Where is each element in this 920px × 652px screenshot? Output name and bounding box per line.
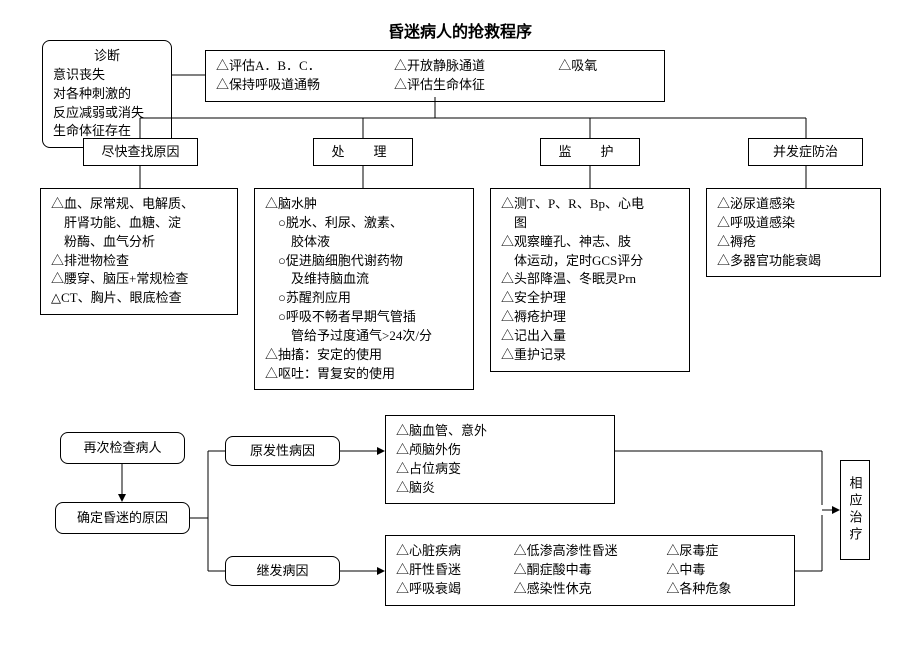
recheck-label: 再次检查病人 bbox=[83, 439, 161, 458]
abc-item-3: △保持呼吸道通畅 bbox=[216, 76, 394, 95]
d4-1: △呼吸道感染 bbox=[717, 214, 870, 233]
sl-3: △肝性昏迷 bbox=[396, 561, 514, 580]
node-detail1: △血、尿常规、电解质、 肝肾功能、血糖、淀 粉酶、血气分析 △排泄物检查 △腰穿… bbox=[40, 188, 238, 315]
diagnosis-line-0: 诊断 bbox=[53, 47, 161, 66]
d2-1: ○脱水、利尿、激素、 bbox=[265, 214, 463, 233]
abc-item-0: △评估A．B．C． bbox=[216, 57, 394, 76]
node-detail2: △脑水肿 ○脱水、利尿、激素、 胶体液 ○促进脑细胞代谢药物 及维持脑血流 ○苏… bbox=[254, 188, 474, 390]
sl-5: △中毒 bbox=[666, 561, 784, 580]
branch4-label: 并发症防治 bbox=[773, 143, 838, 162]
diagnosis-line-1: 意识丧失 bbox=[53, 66, 161, 85]
primary-label: 原发性病因 bbox=[250, 442, 315, 461]
node-branch2: 处 理 bbox=[313, 138, 413, 166]
d1-3: △排泄物检查 bbox=[51, 252, 227, 271]
d3-4: △头部降温、冬眠灵Prn bbox=[501, 270, 679, 289]
sl-0: △心脏疾病 bbox=[396, 542, 514, 561]
node-primary-list: △脑血管、意外 △颅脑外伤 △占位病变 △脑炎 bbox=[385, 415, 615, 504]
d3-0: △测T、P、R、Bp、心电 bbox=[501, 195, 679, 214]
d3-7: △记出入量 bbox=[501, 327, 679, 346]
sl-7: △感染性休克 bbox=[514, 580, 667, 599]
node-detail3: △测T、P、R、Bp、心电 图 △观察瞳孔、神志、肢 体运动，定时GCS评分 △… bbox=[490, 188, 690, 372]
sl-4: △酮症酸中毒 bbox=[514, 561, 667, 580]
d4-3: △多器官功能衰竭 bbox=[717, 252, 870, 271]
d3-2: △观察瞳孔、神志、肢 bbox=[501, 233, 679, 252]
treatment-label: 相应治疗 bbox=[846, 476, 865, 544]
sl-6: △呼吸衰竭 bbox=[396, 580, 514, 599]
node-recheck: 再次检查病人 bbox=[60, 432, 185, 464]
pl-3: △脑炎 bbox=[396, 479, 604, 498]
d3-5: △安全护理 bbox=[501, 289, 679, 308]
sl-8: △各种危象 bbox=[666, 580, 784, 599]
diagnosis-line-2: 对各种刺激的 bbox=[53, 85, 161, 104]
d3-8: △重护记录 bbox=[501, 346, 679, 365]
d2-9: △呕吐：胃复安的使用 bbox=[265, 365, 463, 384]
page-title: 昏迷病人的抢救程序 bbox=[0, 18, 920, 42]
determine-label: 确定昏迷的原因 bbox=[77, 509, 168, 528]
sl-2: △尿毒症 bbox=[666, 542, 784, 561]
d4-2: △褥疮 bbox=[717, 233, 870, 252]
d2-3: ○促进脑细胞代谢药物 bbox=[265, 252, 463, 271]
d3-6: △褥疮护理 bbox=[501, 308, 679, 327]
d1-5: △CT、胸片、眼底检查 bbox=[51, 289, 227, 308]
node-treatment: 相应治疗 bbox=[840, 460, 870, 560]
d2-7: 管给予过度通气>24次/分 bbox=[265, 327, 463, 346]
branch3-label: 监 护 bbox=[558, 143, 621, 162]
abc-item-1: △开放静脉通道 bbox=[394, 57, 558, 76]
abc-item-4: △评估生命体征 bbox=[394, 76, 558, 95]
d2-8: △抽搐：安定的使用 bbox=[265, 346, 463, 365]
pl-0: △脑血管、意外 bbox=[396, 422, 604, 441]
node-secondary: 继发病因 bbox=[225, 556, 340, 586]
d2-4: 及维持脑血流 bbox=[265, 270, 463, 289]
node-abc: △评估A．B．C． △开放静脉通道 △吸氧 △保持呼吸道通畅 △评估生命体征 bbox=[205, 50, 665, 102]
d3-3: 体运动，定时GCS评分 bbox=[501, 252, 679, 271]
d1-0: △血、尿常规、电解质、 bbox=[51, 195, 227, 214]
sl-1: △低渗高渗性昏迷 bbox=[514, 542, 667, 561]
node-branch4: 并发症防治 bbox=[748, 138, 863, 166]
d3-1: 图 bbox=[501, 214, 679, 233]
pl-2: △占位病变 bbox=[396, 460, 604, 479]
d4-0: △泌尿道感染 bbox=[717, 195, 870, 214]
node-secondary-list: △心脏疾病 △低渗高渗性昏迷 △尿毒症 △肝性昏迷 △酮症酸中毒 △中毒 △呼吸… bbox=[385, 535, 795, 606]
secondary-label: 继发病因 bbox=[256, 562, 308, 581]
d1-1: 肝肾功能、血糖、淀 bbox=[51, 214, 227, 233]
d1-2: 粉酶、血气分析 bbox=[51, 233, 227, 252]
node-detail4: △泌尿道感染 △呼吸道感染 △褥疮 △多器官功能衰竭 bbox=[706, 188, 881, 277]
node-branch3: 监 护 bbox=[540, 138, 640, 166]
diagnosis-line-3: 反应减弱或消失 bbox=[53, 104, 161, 123]
d2-5: ○苏醒剂应用 bbox=[265, 289, 463, 308]
d2-0: △脑水肿 bbox=[265, 195, 463, 214]
node-determine: 确定昏迷的原因 bbox=[55, 502, 190, 534]
branch1-label: 尽快查找原因 bbox=[101, 143, 179, 162]
branch2-label: 处 理 bbox=[331, 143, 394, 162]
pl-1: △颅脑外伤 bbox=[396, 441, 604, 460]
abc-item-2: △吸氧 bbox=[558, 57, 654, 76]
d2-2: 胶体液 bbox=[265, 233, 463, 252]
node-branch1: 尽快查找原因 bbox=[83, 138, 198, 166]
d1-4: △腰穿、脑压+常规检查 bbox=[51, 270, 227, 289]
node-primary: 原发性病因 bbox=[225, 436, 340, 466]
d2-6: ○呼吸不畅者早期气管插 bbox=[265, 308, 463, 327]
node-diagnosis: 诊断 意识丧失 对各种刺激的 反应减弱或消失 生命体征存在 bbox=[42, 40, 172, 148]
